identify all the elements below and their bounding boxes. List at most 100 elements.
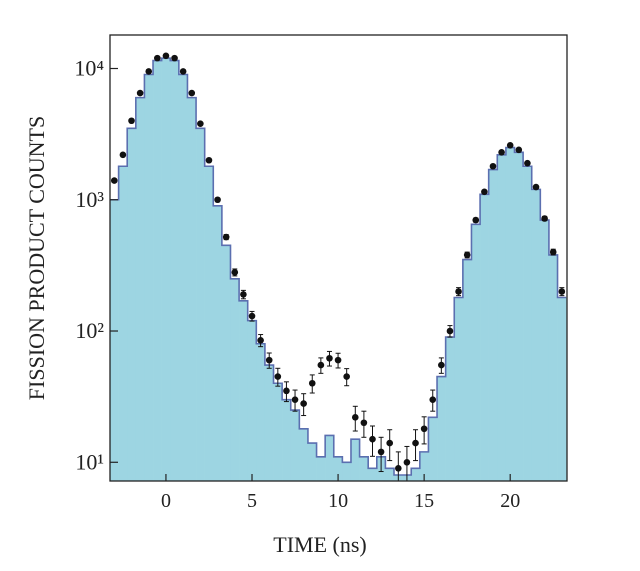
data-point bbox=[265, 356, 273, 364]
data-point bbox=[506, 141, 514, 149]
histogram-bar bbox=[342, 462, 352, 481]
data-point bbox=[291, 396, 299, 403]
data-point bbox=[162, 52, 170, 60]
data-point bbox=[360, 419, 368, 427]
plot-area bbox=[110, 52, 567, 481]
histogram-bar bbox=[118, 166, 128, 481]
histogram-bar bbox=[170, 60, 180, 481]
data-point bbox=[119, 151, 127, 159]
data-point bbox=[171, 54, 178, 62]
histogram-bar bbox=[144, 74, 154, 481]
y-tick-label: 10¹ bbox=[75, 449, 104, 474]
data-point bbox=[412, 439, 419, 447]
y-axis-label: FISSION PRODUCT COUNTS bbox=[24, 116, 49, 400]
histogram-bar bbox=[368, 468, 378, 481]
histogram-bar bbox=[437, 376, 446, 481]
x-tick-label: 15 bbox=[414, 490, 434, 512]
histogram-bar bbox=[187, 97, 197, 481]
histogram-bar bbox=[385, 468, 395, 481]
x-tick-label: 10 bbox=[328, 490, 348, 512]
data-point bbox=[489, 162, 497, 170]
data-point bbox=[188, 89, 196, 97]
histogram-bar bbox=[497, 154, 507, 481]
histogram-bar bbox=[488, 169, 498, 481]
data-point bbox=[343, 373, 350, 380]
histogram-bar bbox=[540, 220, 550, 481]
data-point bbox=[197, 120, 204, 127]
histogram-bar bbox=[471, 224, 481, 481]
data-point bbox=[420, 425, 428, 433]
data-point bbox=[205, 156, 213, 164]
data-point bbox=[515, 146, 523, 154]
histogram-bar bbox=[480, 194, 489, 481]
data-point bbox=[395, 464, 402, 472]
data-point bbox=[558, 288, 566, 295]
data-point bbox=[231, 269, 239, 276]
data-point bbox=[145, 68, 153, 75]
histogram-bar bbox=[178, 74, 188, 481]
histogram-bar bbox=[230, 278, 240, 481]
histogram-bar bbox=[531, 189, 541, 481]
x-tick-label: 20 bbox=[500, 490, 520, 512]
data-point bbox=[532, 183, 540, 191]
data-point bbox=[498, 148, 505, 156]
histogram-bar bbox=[161, 58, 171, 481]
histogram-bar bbox=[523, 166, 533, 481]
histogram-bar bbox=[264, 365, 274, 481]
data-point bbox=[481, 188, 488, 196]
data-point bbox=[377, 448, 385, 456]
y-tick-label: 10² bbox=[75, 318, 104, 343]
data-point bbox=[257, 336, 264, 344]
histogram-bar bbox=[419, 451, 429, 481]
data-point bbox=[248, 312, 256, 320]
histogram-bar bbox=[359, 456, 369, 481]
y-tick-label: 10³ bbox=[75, 187, 104, 212]
histogram-bar bbox=[196, 128, 205, 481]
data-point bbox=[179, 68, 187, 75]
data-point bbox=[351, 414, 359, 421]
histogram-bar bbox=[548, 254, 558, 481]
histogram-bar bbox=[350, 439, 360, 481]
histogram-outline bbox=[110, 57, 567, 476]
histogram-bar bbox=[514, 152, 524, 481]
data-point bbox=[369, 435, 376, 443]
data-point bbox=[308, 379, 316, 387]
data-point bbox=[446, 327, 454, 335]
histogram-bar bbox=[333, 456, 343, 481]
histogram-bar bbox=[247, 320, 257, 481]
histogram-bar bbox=[445, 337, 455, 481]
histogram-bar bbox=[110, 199, 119, 481]
data-point bbox=[111, 177, 118, 184]
data-point bbox=[438, 361, 445, 369]
x-tick-label: 5 bbox=[247, 490, 257, 512]
histogram-bar bbox=[316, 456, 326, 481]
histogram-bar bbox=[557, 297, 567, 481]
data-point bbox=[463, 251, 471, 259]
histogram-bar bbox=[454, 297, 464, 481]
data-point bbox=[128, 117, 135, 125]
data-point bbox=[524, 159, 531, 167]
data-point bbox=[274, 373, 282, 380]
histogram-bar bbox=[239, 300, 249, 481]
data-point bbox=[472, 216, 480, 224]
data-point bbox=[136, 89, 144, 97]
histogram-bar bbox=[153, 60, 162, 481]
histogram-bar bbox=[290, 410, 300, 481]
data-point bbox=[549, 248, 557, 256]
histogram-bar bbox=[135, 97, 145, 481]
data-point bbox=[386, 439, 394, 447]
histogram-bar bbox=[462, 259, 472, 481]
data-point bbox=[334, 356, 342, 364]
histogram-bar bbox=[299, 428, 309, 481]
data-point bbox=[214, 196, 221, 204]
y-tick-label: 10⁴ bbox=[74, 56, 104, 81]
data-point bbox=[300, 400, 307, 407]
histogram-bar bbox=[505, 147, 515, 481]
histogram-bar bbox=[411, 468, 421, 481]
data-point bbox=[154, 54, 161, 62]
histogram-bar bbox=[282, 399, 292, 481]
data-point bbox=[326, 354, 333, 362]
data-point bbox=[283, 387, 290, 395]
histogram-bar bbox=[273, 383, 283, 481]
